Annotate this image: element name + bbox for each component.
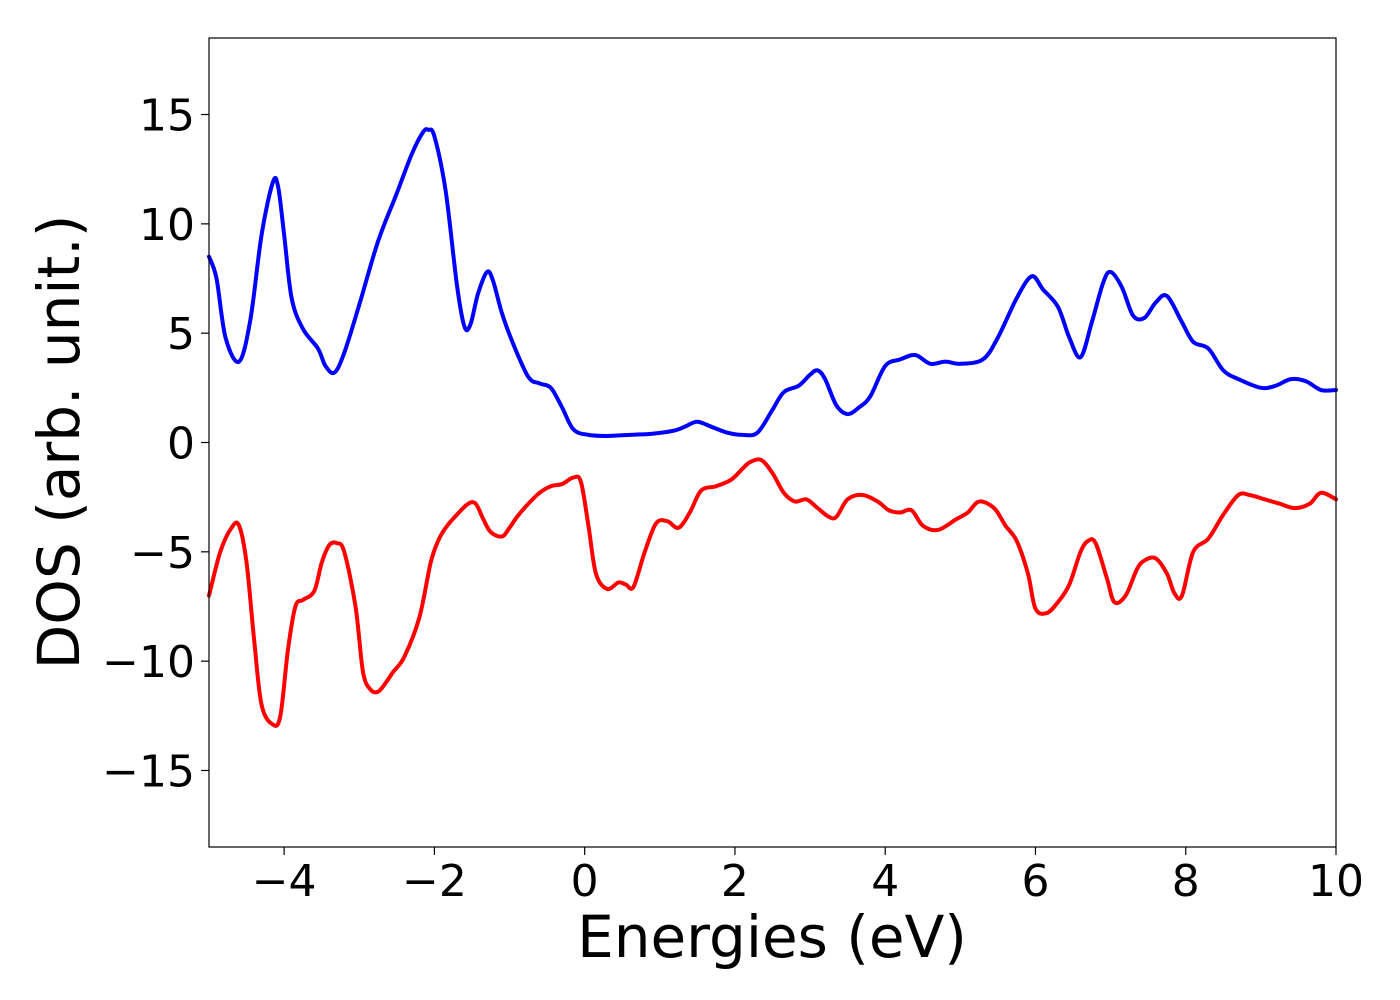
- x-axis-ticks: −4 −2 0 2 4 6 8 10: [252, 847, 1364, 907]
- x-tick-label: 4: [871, 856, 899, 907]
- series-layer: [207, 127, 1338, 728]
- y-tick-label: 10: [139, 200, 195, 251]
- y-tick-label: 5: [167, 309, 195, 360]
- x-tick-label: −4: [252, 856, 317, 907]
- x-tick-label: 8: [1172, 856, 1200, 907]
- x-tick-label: 10: [1308, 856, 1364, 907]
- y-axis-ticks: 15 10 5 0 −5 −10 −15: [102, 91, 209, 797]
- y-tick-label: −10: [102, 637, 195, 688]
- series-line-red: [207, 457, 1338, 728]
- y-tick-label: −5: [130, 528, 195, 579]
- x-tick-label: 0: [571, 856, 599, 907]
- y-tick-label: 0: [167, 419, 195, 470]
- y-tick-label: 15: [139, 91, 195, 142]
- x-tick-label: −2: [402, 856, 467, 907]
- x-tick-label: 2: [721, 856, 749, 907]
- y-tick-label: −15: [102, 746, 195, 797]
- x-axis-title: Energies (eV): [577, 903, 967, 971]
- y-axis-title: DOS (arb. unit.): [25, 215, 93, 670]
- x-tick-label: 6: [1021, 856, 1049, 907]
- series-line-blue: [207, 127, 1338, 438]
